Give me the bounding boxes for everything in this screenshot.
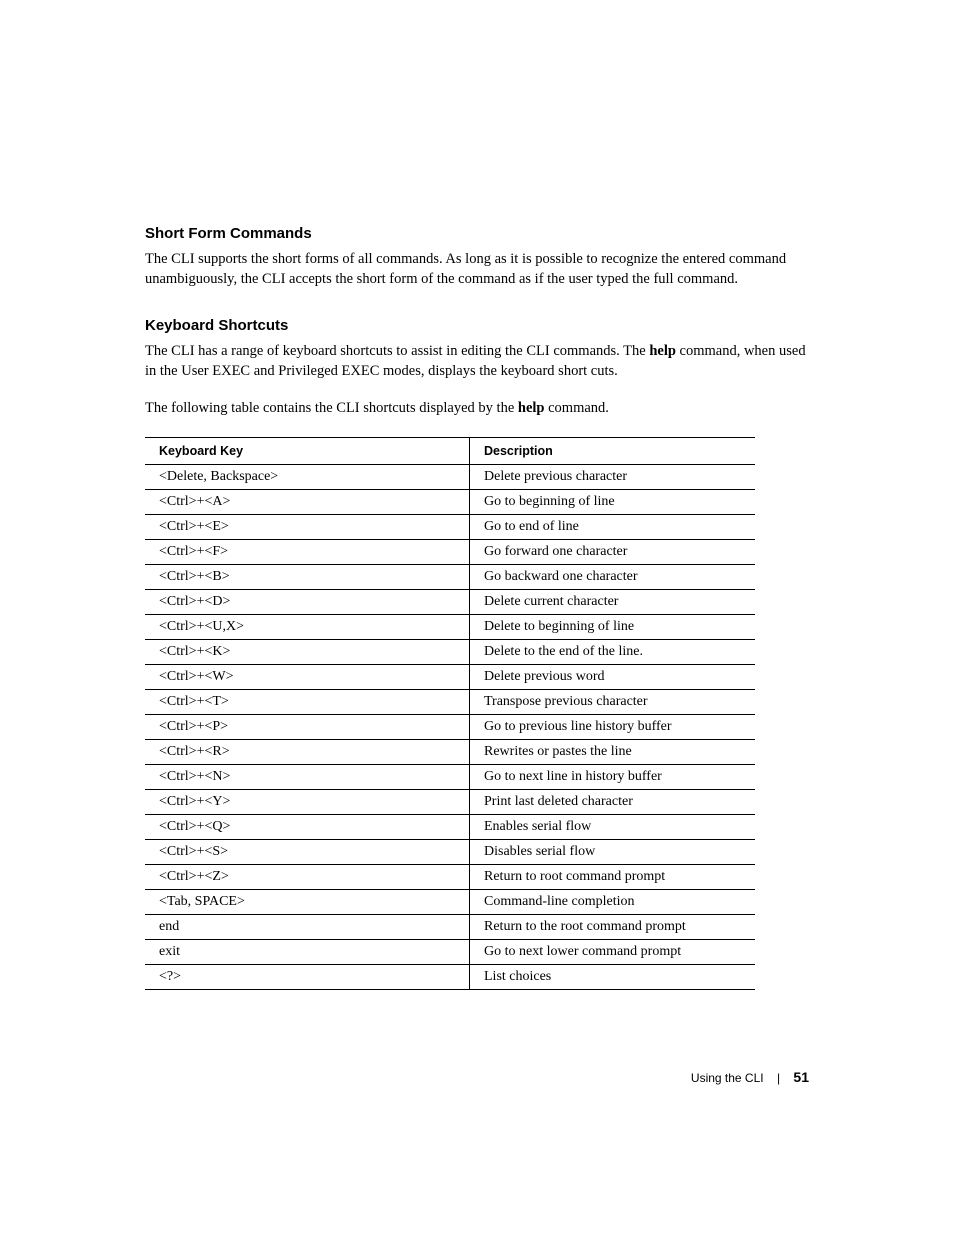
table-row: <Ctrl>+<D>Delete current character <box>145 589 755 614</box>
cell-desc: Delete to the end of the line. <box>470 639 756 664</box>
table-row: <?>List choices <box>145 964 755 989</box>
cell-desc: Go to previous line history buffer <box>470 714 756 739</box>
table-row: <Ctrl>+<S>Disables serial flow <box>145 839 755 864</box>
table-row: <Ctrl>+<R>Rewrites or pastes the line <box>145 739 755 764</box>
cell-key: <Ctrl>+<K> <box>145 639 470 664</box>
cell-key: <Ctrl>+<S> <box>145 839 470 864</box>
cell-key: <Ctrl>+<W> <box>145 664 470 689</box>
footer-separator: | <box>777 1071 780 1085</box>
table-row: <Ctrl>+<U,X>Delete to beginning of line <box>145 614 755 639</box>
para2-pre: The following table contains the CLI sho… <box>145 400 518 416</box>
table-row: <Ctrl>+<Z>Return to root command prompt <box>145 864 755 889</box>
table-row: <Ctrl>+<E>Go to end of line <box>145 514 755 539</box>
table-row: <Ctrl>+<B>Go backward one character <box>145 564 755 589</box>
cell-desc: Return to the root command prompt <box>470 914 756 939</box>
footer-section: Using the CLI <box>691 1071 764 1085</box>
cell-key: <Tab, SPACE> <box>145 889 470 914</box>
table-row: <Ctrl>+<A>Go to beginning of line <box>145 489 755 514</box>
keyboard-shortcuts-paragraph-2: The following table contains the CLI sho… <box>145 399 809 419</box>
cell-desc: Return to root command prompt <box>470 864 756 889</box>
para1-pre: The CLI has a range of keyboard shortcut… <box>145 343 649 359</box>
page-footer: Using the CLI | 51 <box>691 1069 809 1085</box>
table-row: <Ctrl>+<N>Go to next line in history buf… <box>145 764 755 789</box>
cell-desc: Delete previous character <box>470 464 756 489</box>
cell-key: <Ctrl>+<P> <box>145 714 470 739</box>
cell-key: <Ctrl>+<N> <box>145 764 470 789</box>
cell-key: <Ctrl>+<D> <box>145 589 470 614</box>
short-form-paragraph: The CLI supports the short forms of all … <box>145 250 809 289</box>
cell-desc: Go forward one character <box>470 539 756 564</box>
cell-desc: List choices <box>470 964 756 989</box>
table-row: <Ctrl>+<P>Go to previous line history bu… <box>145 714 755 739</box>
cell-key: <Delete, Backspace> <box>145 464 470 489</box>
cell-desc: Transpose previous character <box>470 689 756 714</box>
para1-bold: help <box>649 343 676 359</box>
shortcuts-table: Keyboard Key Description <Delete, Backsp… <box>145 437 755 990</box>
table-header-row: Keyboard Key Description <box>145 437 755 464</box>
cell-key: <Ctrl>+<Z> <box>145 864 470 889</box>
cell-key: <Ctrl>+<R> <box>145 739 470 764</box>
cell-desc: Go to beginning of line <box>470 489 756 514</box>
cell-desc: Delete previous word <box>470 664 756 689</box>
para2-bold: help <box>518 400 545 416</box>
cell-key: <Ctrl>+<E> <box>145 514 470 539</box>
table-row: <Ctrl>+<F>Go forward one character <box>145 539 755 564</box>
header-key: Keyboard Key <box>145 437 470 464</box>
cell-key: <Ctrl>+<A> <box>145 489 470 514</box>
table-row: <Ctrl>+<K>Delete to the end of the line. <box>145 639 755 664</box>
table-row: <Ctrl>+<T>Transpose previous character <box>145 689 755 714</box>
cell-desc: Rewrites or pastes the line <box>470 739 756 764</box>
header-desc: Description <box>470 437 756 464</box>
cell-desc: Disables serial flow <box>470 839 756 864</box>
cell-desc: Go backward one character <box>470 564 756 589</box>
cell-key: <Ctrl>+<B> <box>145 564 470 589</box>
cell-desc: Delete current character <box>470 589 756 614</box>
cell-desc: Enables serial flow <box>470 814 756 839</box>
cell-desc: Go to next lower command prompt <box>470 939 756 964</box>
short-form-heading: Short Form Commands <box>145 225 809 242</box>
table-row: <Delete, Backspace>Delete previous chara… <box>145 464 755 489</box>
table-row: exitGo to next lower command prompt <box>145 939 755 964</box>
cell-key: end <box>145 914 470 939</box>
cell-key: <?> <box>145 964 470 989</box>
table-row: <Ctrl>+<W>Delete previous word <box>145 664 755 689</box>
keyboard-shortcuts-paragraph-1: The CLI has a range of keyboard shortcut… <box>145 342 809 381</box>
table-row: <Tab, SPACE>Command-line completion <box>145 889 755 914</box>
table-row: endReturn to the root command prompt <box>145 914 755 939</box>
table-row: <Ctrl>+<Y>Print last deleted character <box>145 789 755 814</box>
cell-key: <Ctrl>+<Y> <box>145 789 470 814</box>
cell-key: exit <box>145 939 470 964</box>
cell-desc: Go to end of line <box>470 514 756 539</box>
table-row: <Ctrl>+<Q>Enables serial flow <box>145 814 755 839</box>
footer-page-number: 51 <box>793 1069 809 1085</box>
cell-desc: Go to next line in history buffer <box>470 764 756 789</box>
keyboard-shortcuts-heading: Keyboard Shortcuts <box>145 317 809 334</box>
cell-key: <Ctrl>+<U,X> <box>145 614 470 639</box>
cell-key: <Ctrl>+<Q> <box>145 814 470 839</box>
para2-post: command. <box>545 400 609 416</box>
cell-desc: Delete to beginning of line <box>470 614 756 639</box>
document-page: Short Form Commands The CLI supports the… <box>0 0 954 1235</box>
cell-desc: Command-line completion <box>470 889 756 914</box>
cell-key: <Ctrl>+<T> <box>145 689 470 714</box>
cell-key: <Ctrl>+<F> <box>145 539 470 564</box>
cell-desc: Print last deleted character <box>470 789 756 814</box>
